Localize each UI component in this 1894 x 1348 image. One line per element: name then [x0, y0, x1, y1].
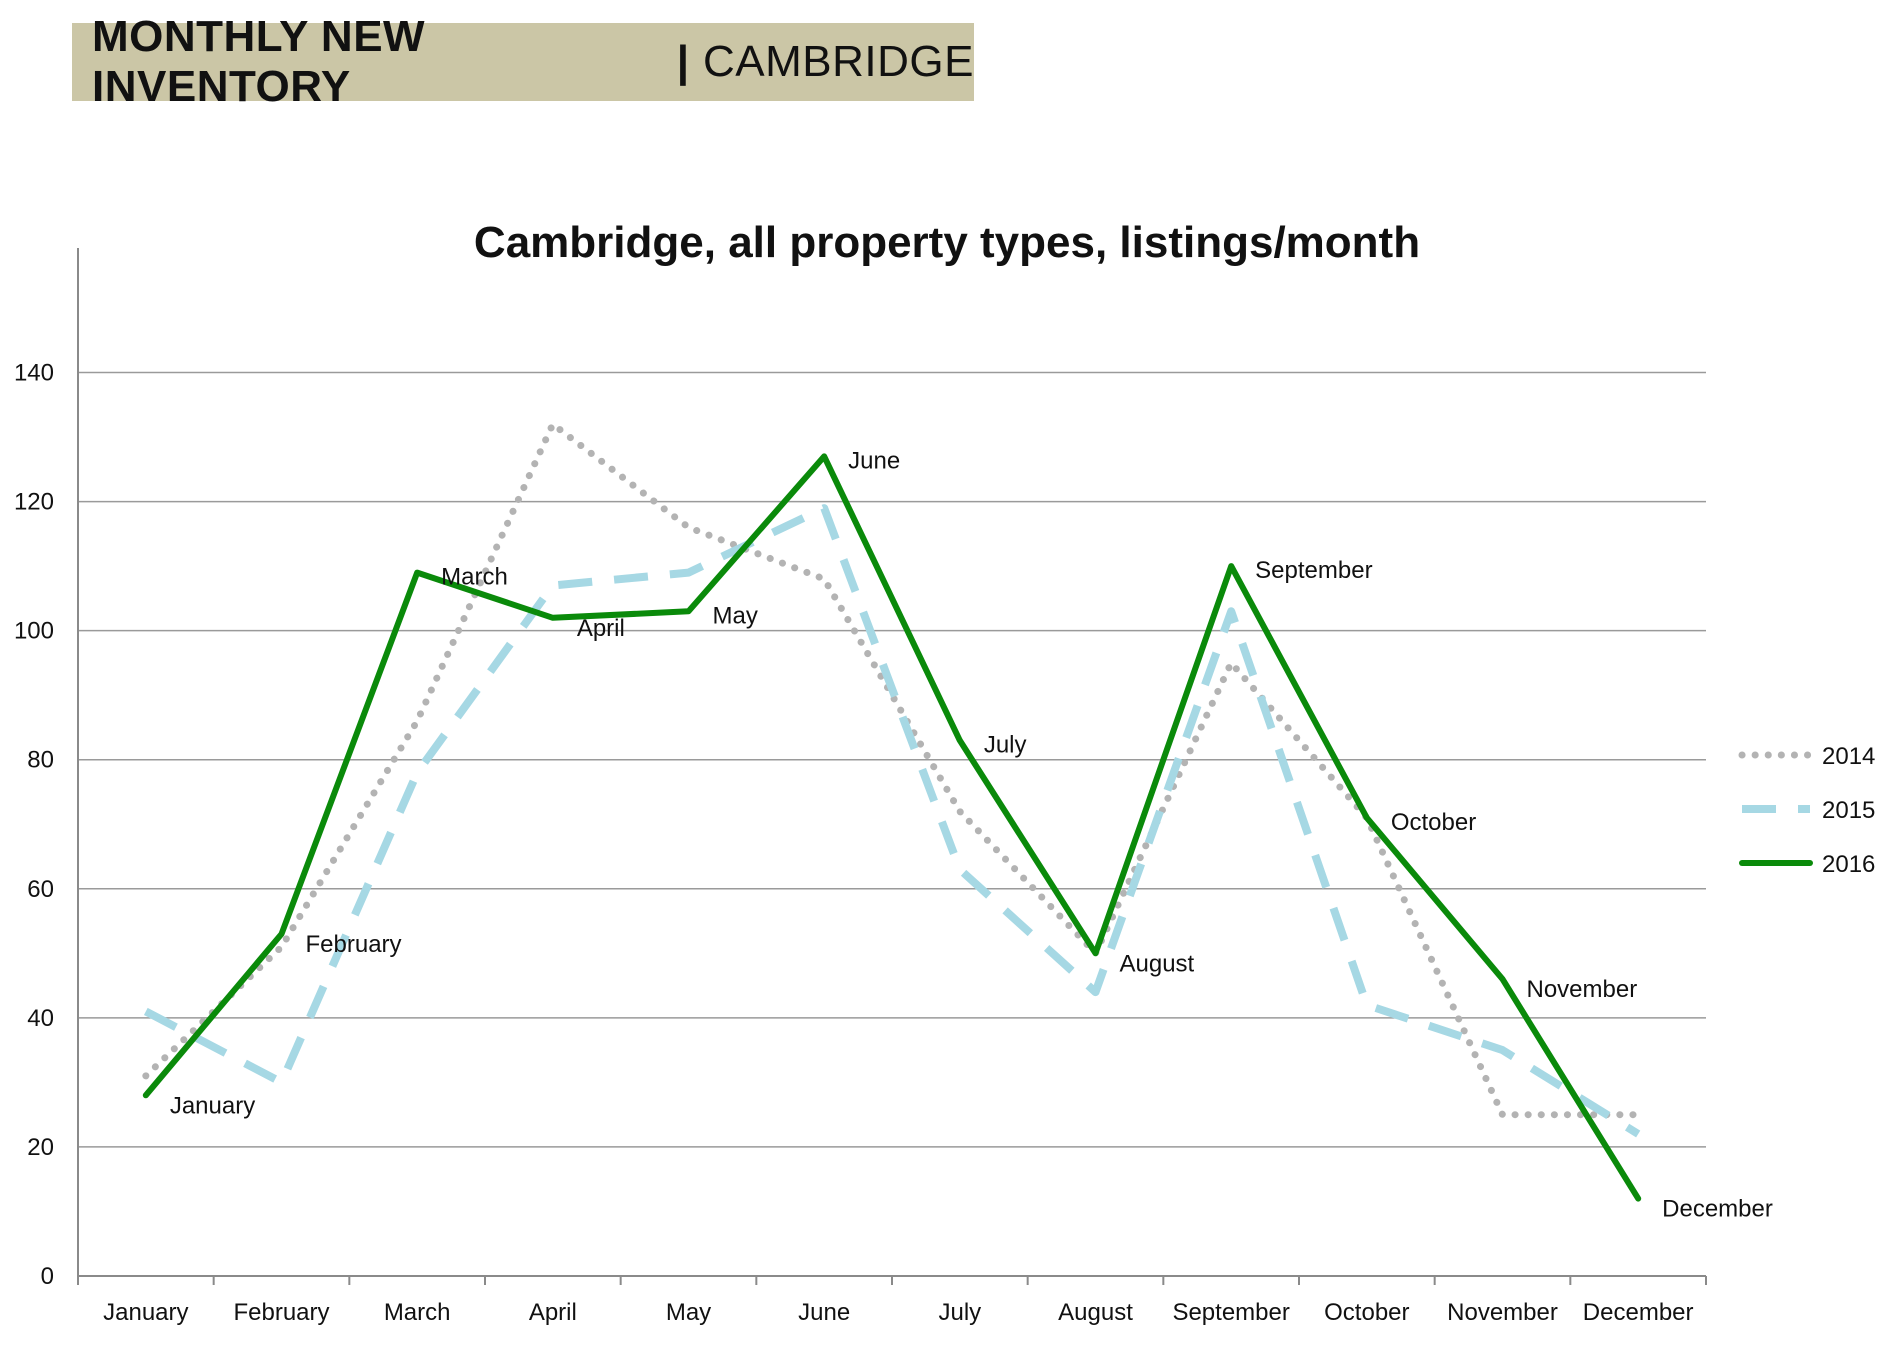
header-separator: | [676, 37, 690, 86]
y-tick-label: 100 [14, 618, 54, 645]
x-tick-label: November [1447, 1299, 1558, 1326]
series-line-2015 [143, 504, 1641, 1138]
series-line-2016 [142, 453, 1642, 1202]
y-tick-label: 140 [14, 360, 54, 387]
y-tick-label: 80 [27, 747, 54, 774]
x-tick-label: September [1172, 1299, 1289, 1326]
legend-label: 2014 [1822, 743, 1875, 770]
header-title: MONTHLY NEW INVENTORY [92, 12, 426, 111]
data-label: March [441, 564, 508, 591]
y-tick-label: 40 [27, 1005, 54, 1032]
data-label: January [170, 1092, 255, 1119]
page-header-banner: MONTHLY NEW INVENTORY | CAMBRIDGE [72, 12, 974, 111]
x-tick-label: March [384, 1299, 451, 1326]
y-tick-label: 20 [27, 1134, 54, 1161]
data-label: May [713, 602, 758, 629]
x-tick-label: July [938, 1299, 981, 1326]
y-tick-label: 60 [27, 876, 54, 903]
data-label: November [1527, 976, 1638, 1003]
x-tick-label: February [233, 1299, 329, 1326]
x-tick-label: June [798, 1299, 850, 1326]
data-label: June [848, 447, 900, 474]
data-label: September [1255, 557, 1372, 584]
x-tick-label: October [1324, 1299, 1409, 1326]
x-tick-label: December [1583, 1299, 1694, 1326]
legend-label: 2016 [1822, 851, 1875, 878]
x-tick-label: April [529, 1299, 577, 1326]
y-tick-label: 120 [14, 489, 54, 516]
data-label: December [1662, 1196, 1773, 1223]
data-label: October [1391, 809, 1476, 836]
data-label: August [1120, 950, 1195, 977]
header-city: CAMBRIDGE [703, 37, 974, 86]
x-tick-label: May [666, 1299, 711, 1326]
x-tick-label: January [103, 1299, 188, 1326]
chart-title: Cambridge, all property types, listings/… [473, 218, 1421, 267]
legend-label: 2015 [1822, 797, 1875, 824]
data-label: April [577, 615, 625, 642]
data-label: February [306, 931, 402, 958]
x-tick-label: August [1058, 1299, 1133, 1326]
series-line-2014 [142, 420, 1642, 1119]
data-label: July [984, 731, 1027, 758]
y-tick-label: 0 [41, 1263, 54, 1290]
